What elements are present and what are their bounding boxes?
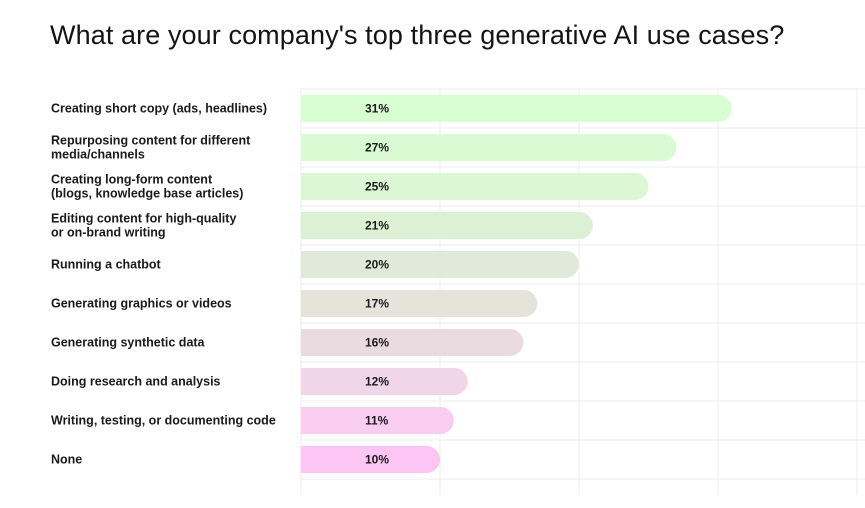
category-label: Generating synthetic data (51, 336, 206, 350)
bar (301, 290, 538, 317)
value-label: 17% (365, 297, 389, 311)
category-label: Generating graphics or videos (51, 297, 232, 311)
bar (301, 329, 524, 356)
bar (301, 251, 579, 278)
value-label: 16% (365, 336, 389, 350)
category-label: Running a chatbot (51, 258, 162, 272)
category-label: or on-brand writing (51, 226, 166, 240)
value-label: 31% (365, 102, 389, 116)
category-label: None (51, 453, 82, 467)
bar (301, 407, 454, 434)
value-label: 12% (365, 375, 389, 389)
bar (301, 446, 440, 473)
bar (301, 173, 649, 200)
category-label: Doing research and analysis (51, 375, 221, 389)
bar (301, 368, 468, 395)
category-label: Writing, testing, or documenting code (51, 414, 276, 428)
bar (301, 134, 677, 161)
value-label: 20% (365, 258, 389, 272)
value-label: 11% (365, 414, 389, 428)
chart-title: What are your company's top three genera… (50, 20, 785, 50)
value-label: 25% (365, 180, 389, 194)
category-label: Repurposing content for different (51, 134, 251, 148)
value-label: 21% (365, 219, 389, 233)
category-label: Creating long-form content (51, 173, 213, 187)
category-label: (blogs, knowledge base articles) (51, 187, 243, 201)
category-label: Creating short copy (ads, headlines) (51, 102, 267, 116)
bars: 31% 27% 25% 21% 20% 17% 16% 12% 11% 10% (301, 95, 732, 473)
category-labels: Creating short copy (ads, headlines) Repu… (51, 102, 276, 467)
bar (301, 95, 732, 122)
category-label: Editing content for high-quality (51, 212, 236, 226)
value-label: 10% (365, 453, 389, 467)
category-label: media/channels (51, 148, 145, 162)
bar (301, 212, 593, 239)
value-label: 27% (365, 141, 389, 155)
